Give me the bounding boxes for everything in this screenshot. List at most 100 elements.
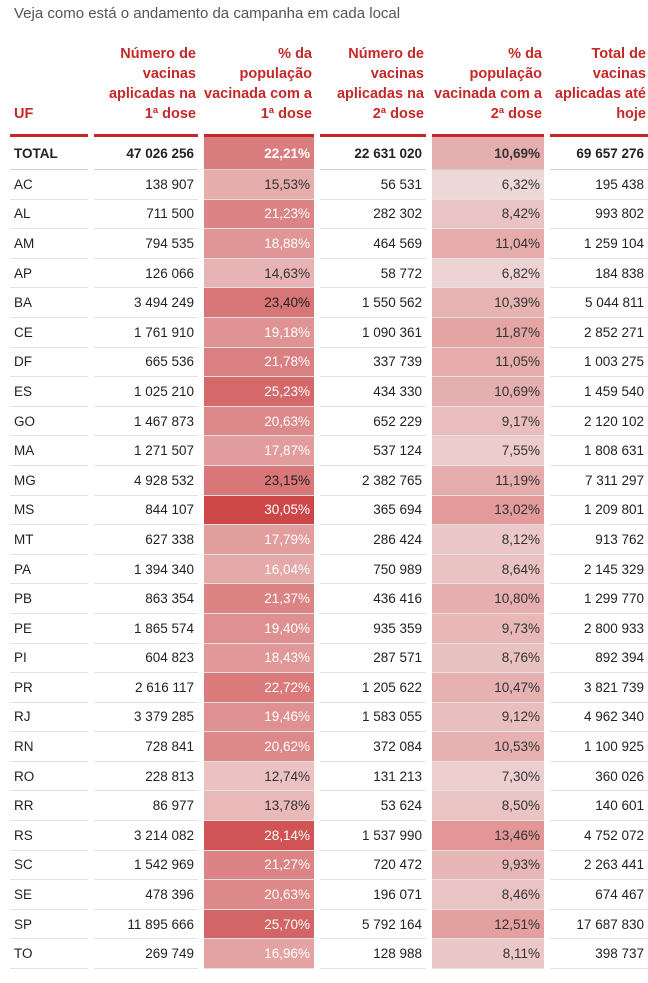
cell-pct2: 9,12% — [432, 702, 544, 733]
cell-pct2: 10,69% — [432, 137, 544, 170]
cell-uf: RR — [10, 791, 88, 822]
cell-dose1: 47 026 256 — [94, 137, 198, 170]
cell-pct2: 8,46% — [432, 880, 544, 910]
cell-pct2: 8,50% — [432, 791, 544, 822]
cell-dose1: 1 394 340 — [94, 555, 198, 585]
header-uf: UF — [10, 44, 88, 137]
cell-total: 2 852 271 — [550, 318, 648, 348]
cell-total: 913 762 — [550, 525, 648, 555]
cell-total: 360 026 — [550, 762, 648, 792]
cell-pct2: 13,46% — [432, 821, 544, 851]
header-dose2: Número de vacinas aplicadas na 2ª dose — [320, 44, 426, 137]
cell-dose2: 58 772 — [320, 259, 426, 289]
cell-pct1: 18,88% — [204, 229, 314, 259]
cell-pct2: 8,42% — [432, 199, 544, 230]
cell-pct1: 21,23% — [204, 199, 314, 230]
cell-pct2: 13,02% — [432, 495, 544, 526]
cell-total: 195 438 — [550, 170, 648, 200]
cell-pct1: 25,23% — [204, 377, 314, 407]
cell-dose1: 794 535 — [94, 229, 198, 259]
cell-pct1: 17,79% — [204, 525, 314, 555]
cell-total: 17 687 830 — [550, 910, 648, 940]
cell-total: 4 752 072 — [550, 821, 648, 851]
cell-pct1: 30,05% — [204, 495, 314, 526]
cell-dose2: 1 205 622 — [320, 673, 426, 703]
cell-dose2: 337 739 — [320, 348, 426, 378]
cell-dose2: 286 424 — [320, 525, 426, 555]
cell-dose1: 269 749 — [94, 939, 198, 970]
cell-dose1: 228 813 — [94, 762, 198, 792]
cell-total: 7 311 297 — [550, 466, 648, 496]
table-row: DF 665 536 21,78% 337 739 11,05% 1 003 275 — [10, 347, 648, 378]
cell-dose1: 863 354 — [94, 584, 198, 614]
cell-dose2: 53 624 — [320, 791, 426, 822]
cell-pct1: 17,87% — [204, 436, 314, 466]
cell-pct2: 11,19% — [432, 465, 544, 496]
cell-total: 140 601 — [550, 791, 648, 822]
cell-dose2: 1 550 562 — [320, 288, 426, 318]
cell-total: 184 838 — [550, 259, 648, 289]
cell-uf: AL — [10, 200, 88, 230]
table-row: SP 11 895 666 25,70% 5 792 164 12,51% 17 687 … — [10, 909, 648, 940]
cell-uf: AC — [10, 170, 88, 200]
cell-pct1: 19,18% — [204, 317, 314, 348]
cell-pct2: 7,30% — [432, 761, 544, 792]
cell-pct1: 19,46% — [204, 702, 314, 733]
cell-total: 4 962 340 — [550, 703, 648, 733]
cell-uf: RS — [10, 821, 88, 851]
cell-pct1: 22,72% — [204, 673, 314, 703]
table-row: MA 1 271 507 17,87% 537 124 7,55% 1 808 631 — [10, 436, 648, 466]
cell-uf: MT — [10, 525, 88, 555]
cell-dose2: 365 694 — [320, 496, 426, 526]
cell-pct2: 10,80% — [432, 584, 544, 614]
cell-dose1: 86 977 — [94, 791, 198, 822]
cell-pct2: 6,82% — [432, 258, 544, 289]
cell-pct1: 14,63% — [204, 258, 314, 289]
cell-pct1: 19,40% — [204, 613, 314, 644]
cell-pct1: 21,27% — [204, 850, 314, 881]
cell-uf: TOTAL — [10, 137, 88, 170]
table-row: RR 86 977 13,78% 53 624 8,50% 140 601 — [10, 791, 648, 822]
cell-uf: RN — [10, 732, 88, 762]
cell-pct2: 6,32% — [432, 170, 544, 200]
cell-pct2: 10,39% — [432, 288, 544, 318]
cell-total: 1 808 631 — [550, 436, 648, 466]
cell-pct1: 12,74% — [204, 761, 314, 792]
cell-dose1: 4 928 532 — [94, 466, 198, 496]
cell-pct2: 11,87% — [432, 317, 544, 348]
cell-dose1: 3 494 249 — [94, 288, 198, 318]
table-row: PE 1 865 574 19,40% 935 359 9,73% 2 800 933 — [10, 613, 648, 644]
cell-total: 2 263 441 — [550, 851, 648, 881]
cell-dose1: 728 841 — [94, 732, 198, 762]
cell-pct1: 22,21% — [204, 137, 314, 170]
cell-pct2: 11,05% — [432, 347, 544, 378]
cell-pct1: 28,14% — [204, 821, 314, 851]
cell-pct1: 16,04% — [204, 554, 314, 585]
cell-total: 674 467 — [550, 880, 648, 910]
cell-pct2: 8,12% — [432, 525, 544, 555]
table-row: BA 3 494 249 23,40% 1 550 562 10,39% 5 044 81… — [10, 288, 648, 318]
cell-dose2: 1 583 055 — [320, 703, 426, 733]
cell-total: 2 800 933 — [550, 614, 648, 644]
table-row: GO 1 467 873 20,63% 652 229 9,17% 2 120 102 — [10, 406, 648, 437]
cell-uf: GO — [10, 407, 88, 437]
cell-dose1: 627 338 — [94, 525, 198, 555]
cell-uf: BA — [10, 288, 88, 318]
cell-total: 69 657 276 — [550, 137, 648, 170]
cell-uf: PB — [10, 584, 88, 614]
cell-total: 1 003 275 — [550, 348, 648, 378]
cell-total: 2 145 329 — [550, 555, 648, 585]
cell-dose1: 3 214 082 — [94, 821, 198, 851]
table-row: AM 794 535 18,88% 464 569 11,04% 1 259 104 — [10, 229, 648, 259]
cell-pct1: 18,43% — [204, 643, 314, 674]
cell-total: 1 299 770 — [550, 584, 648, 614]
table-row: PA 1 394 340 16,04% 750 989 8,64% 2 145 329 — [10, 554, 648, 585]
cell-uf: SE — [10, 880, 88, 910]
cell-pct1: 20,62% — [204, 732, 314, 762]
cell-dose1: 1 542 969 — [94, 851, 198, 881]
table-row: AC 138 907 15,53% 56 531 6,32% 195 438 — [10, 170, 648, 200]
cell-dose2: 128 988 — [320, 939, 426, 970]
cell-pct1: 21,37% — [204, 584, 314, 614]
table-row: MT 627 338 17,79% 286 424 8,12% 913 762 — [10, 525, 648, 555]
cell-dose1: 478 396 — [94, 880, 198, 910]
